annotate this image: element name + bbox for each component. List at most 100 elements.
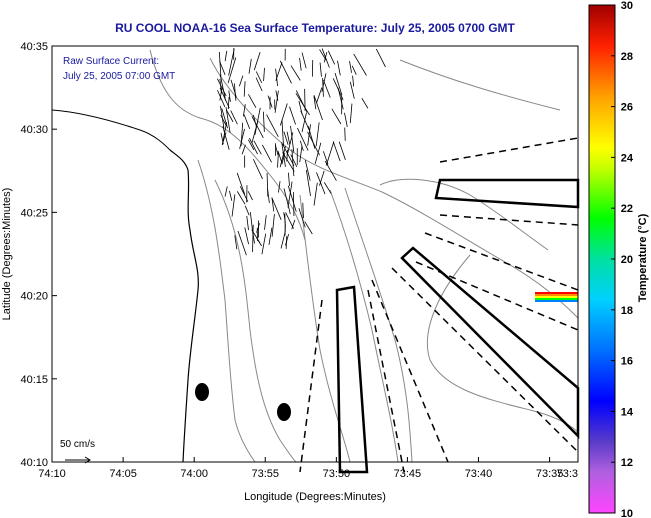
current-vector	[274, 90, 279, 113]
current-vector	[319, 62, 322, 77]
current-vector	[237, 230, 247, 256]
current-vector	[325, 141, 335, 166]
colorbar-tick-label: 20	[621, 254, 633, 266]
current-vector	[349, 103, 353, 124]
current-vector	[315, 122, 320, 147]
current-vector	[301, 52, 307, 69]
dashed-radials	[299, 137, 579, 473]
current-vector	[220, 132, 224, 145]
current-vector	[238, 75, 244, 87]
current-vector	[319, 170, 325, 186]
current-vector	[344, 112, 348, 127]
radial-line-7	[367, 289, 405, 473]
current-vector	[253, 51, 261, 71]
x-axis-label: Longitude (Degrees:Minutes)	[244, 491, 386, 503]
current-vector	[252, 114, 257, 128]
current-vector	[266, 114, 279, 137]
colorbar-tick-label: 16	[621, 356, 633, 368]
bathymetry-contours	[149, 49, 579, 463]
y-tick-label: 40:15	[20, 374, 48, 386]
current-vector	[290, 65, 301, 81]
colorbar-tick-label: 12	[621, 457, 633, 469]
plot-area: 50 cm/s Raw Surface Current: July 25, 20…	[51, 45, 580, 474]
current-vector	[332, 141, 341, 162]
sst-cell-4	[535, 298, 578, 300]
current-vector	[321, 73, 327, 92]
current-vector	[242, 104, 246, 117]
y-tick-label: 40:30	[20, 124, 48, 136]
current-vector	[248, 139, 255, 151]
y-axis-label: Latitude (Degrees:Minutes)	[1, 188, 13, 321]
current-vector	[280, 231, 286, 249]
current-vector	[252, 159, 263, 180]
current-vector	[323, 182, 332, 195]
current-vector	[239, 128, 245, 149]
current-vector	[271, 197, 275, 212]
current-vector	[279, 146, 286, 168]
colorbar-tick-label: 18	[621, 305, 633, 317]
current-vector	[236, 191, 246, 205]
contour-line-channel-right	[329, 189, 399, 463]
station-marker-1	[195, 383, 209, 401]
colorbar-tick-label: 24	[621, 152, 634, 164]
colorbar-tick-label: 30	[621, 0, 633, 12]
sst-cell-1	[535, 292, 578, 294]
contour-line-channel-left	[299, 194, 351, 463]
current-vector	[298, 100, 303, 115]
x-tick-label: 73:45	[394, 468, 422, 480]
colorbar-ticks: 10 12 14 16 18 20 22 24 26 28 30	[611, 0, 634, 518]
current-vector	[278, 181, 281, 193]
current-vector	[219, 74, 227, 101]
contour-line-shelf	[149, 49, 306, 241]
current-vector	[291, 149, 295, 177]
current-vector	[314, 142, 322, 164]
current-vector	[299, 57, 302, 71]
current-vector	[349, 60, 352, 73]
current-vector	[337, 60, 341, 76]
current-vector	[243, 81, 246, 97]
current-vector	[246, 215, 249, 231]
current-vector	[316, 87, 323, 103]
contour-line-east	[426, 254, 579, 433]
radial-line-4	[391, 267, 579, 453]
current-vector	[266, 173, 269, 197]
current-vector	[302, 202, 304, 219]
x-tick-label: 73:3	[557, 468, 578, 480]
current-vector	[271, 214, 275, 237]
scale-label: 50 cm/s	[60, 439, 95, 450]
y-tick-label: 40:35	[20, 41, 48, 53]
current-vector	[298, 208, 306, 228]
current-vector	[338, 141, 346, 160]
current-vector	[332, 78, 344, 100]
current-vector	[323, 79, 331, 98]
current-vector	[230, 110, 238, 125]
contour-line-channel-far	[344, 187, 413, 463]
x-tick-label: 74:00	[180, 468, 208, 480]
current-vector	[281, 119, 284, 146]
current-vector	[313, 96, 317, 110]
current-vector	[231, 194, 236, 217]
current-vector	[324, 160, 337, 181]
current-vector	[307, 131, 320, 156]
current-vector	[285, 212, 294, 229]
colorbar-tick-label: 28	[621, 51, 633, 63]
current-vector	[247, 191, 253, 201]
colorbar-gradient	[588, 4, 616, 514]
current-vector	[313, 94, 323, 121]
x-tick-label: 73:35	[536, 468, 564, 480]
current-vector	[316, 172, 326, 195]
current-vector	[264, 215, 267, 230]
current-vector	[282, 144, 295, 166]
current-vector	[220, 105, 225, 128]
radial-line-3	[424, 232, 579, 291]
current-vector	[263, 67, 265, 82]
current-vector	[218, 51, 222, 77]
coastline-upper	[51, 109, 171, 151]
current-vector	[349, 81, 355, 99]
colorbar-tick-label: 10	[621, 508, 633, 518]
current-vector	[285, 233, 290, 246]
y-tick-label: 40:20	[20, 291, 48, 303]
current-vector	[227, 97, 230, 110]
current-vector	[291, 219, 296, 230]
current-vector	[299, 140, 304, 151]
